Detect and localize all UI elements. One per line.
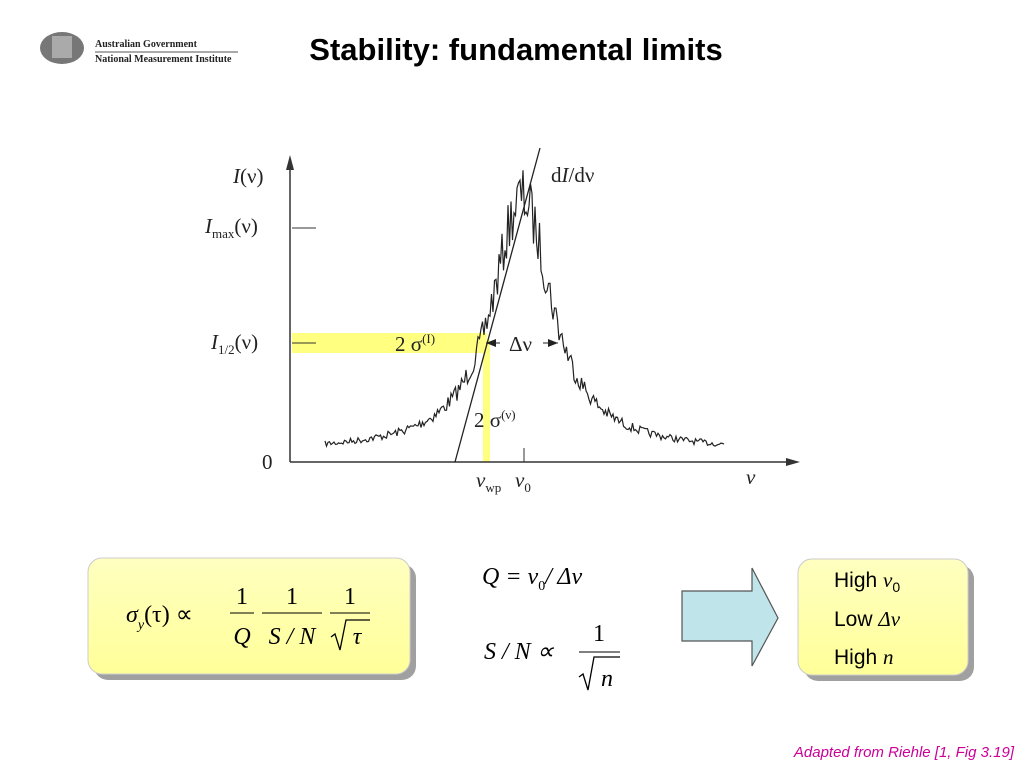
text-part: (I) xyxy=(422,331,435,346)
text-part: ν xyxy=(883,568,893,592)
summary-line: High ν0 xyxy=(834,568,900,595)
diagram: I(ν) Imax(ν) I1/2(ν) 0 dI/dν 2 σ(I) Δν 2… xyxy=(204,147,800,495)
band-vertical xyxy=(483,340,490,462)
q-formula: Q = ν0/ Δν xyxy=(482,564,583,594)
text-part: High xyxy=(834,646,877,669)
text-part: (τ) ∝ xyxy=(144,602,193,628)
y-axis-label: I(ν) xyxy=(232,164,263,188)
text-part: /dν xyxy=(569,163,595,187)
logo: Australian Government National Measureme… xyxy=(40,32,238,65)
text-part: n xyxy=(883,645,894,669)
footer-credit: Adapted from Riehle [1, Fig 3.19] xyxy=(793,744,1015,761)
frac-num: 1 xyxy=(344,584,356,610)
text-part: 0 xyxy=(524,480,531,495)
text-part: Low xyxy=(834,608,873,631)
text-part: (ν) xyxy=(234,214,257,238)
ihalf-label: I1/2(ν) xyxy=(210,330,258,357)
frac-num: 1 xyxy=(286,584,298,610)
text-part: 0 xyxy=(538,579,545,594)
text-part: / Δν xyxy=(543,564,582,590)
text-part: σ xyxy=(126,602,139,628)
delta-nu-label: Δν xyxy=(509,332,532,356)
text-part: (ν) xyxy=(235,330,258,354)
text-part: (ν) xyxy=(240,164,263,188)
text-part: max xyxy=(212,226,235,241)
noisy-curve xyxy=(324,170,725,448)
text-part: (ν) xyxy=(501,407,516,422)
text-part: wp xyxy=(485,480,501,495)
org-line2: National Measurement Institute xyxy=(95,54,232,65)
frac-num: 1 xyxy=(236,584,248,610)
nu-wp-label: νwp xyxy=(476,468,501,495)
x-axis-label: ν xyxy=(746,465,756,489)
text-part: I xyxy=(204,214,213,238)
org-line1: Australian Government xyxy=(95,39,198,50)
imax-label: Imax(ν) xyxy=(204,214,258,241)
text-part: ν xyxy=(515,468,525,492)
frac-den: Q xyxy=(233,624,250,650)
sn-formula: S / N ∝ xyxy=(484,639,555,665)
sigma-lhs: σy(τ) ∝ xyxy=(126,602,193,633)
text-part: I xyxy=(561,163,570,187)
text-part: I xyxy=(232,164,241,188)
zero-label: 0 xyxy=(262,450,273,474)
sn-den: n xyxy=(601,666,613,692)
text-part: I xyxy=(210,330,219,354)
text-part: 0 xyxy=(892,579,900,595)
band-horizontal xyxy=(292,333,487,353)
nu0-label: ν0 xyxy=(515,468,531,495)
frac-den: S / N xyxy=(269,624,318,650)
text-part: 2 σ xyxy=(474,408,501,432)
text-part: High xyxy=(834,569,877,592)
sigma-i-label: 2 σ(I) xyxy=(395,331,435,356)
sigma-nu-label: 2 σ(ν) xyxy=(474,407,516,432)
text-part: d xyxy=(551,163,562,187)
summary-line: Low Δν xyxy=(834,607,901,631)
text-part: ν xyxy=(476,468,486,492)
text-part: 2 σ xyxy=(395,332,422,356)
frac-den: τ xyxy=(353,624,363,650)
slide-title: Stability: fundamental limits xyxy=(309,32,722,67)
sn-num: 1 xyxy=(593,621,605,647)
text-part: Δν xyxy=(877,607,900,631)
text-part: y xyxy=(136,618,145,633)
arrow xyxy=(681,567,779,667)
summary-line: High n xyxy=(834,645,894,669)
slope-label: dI/dν xyxy=(551,163,594,187)
slope-line xyxy=(454,147,541,463)
formula-box xyxy=(87,557,411,675)
summary-box xyxy=(797,558,969,676)
text-part: 1/2 xyxy=(218,342,235,357)
text-part: Q = ν xyxy=(482,564,539,590)
